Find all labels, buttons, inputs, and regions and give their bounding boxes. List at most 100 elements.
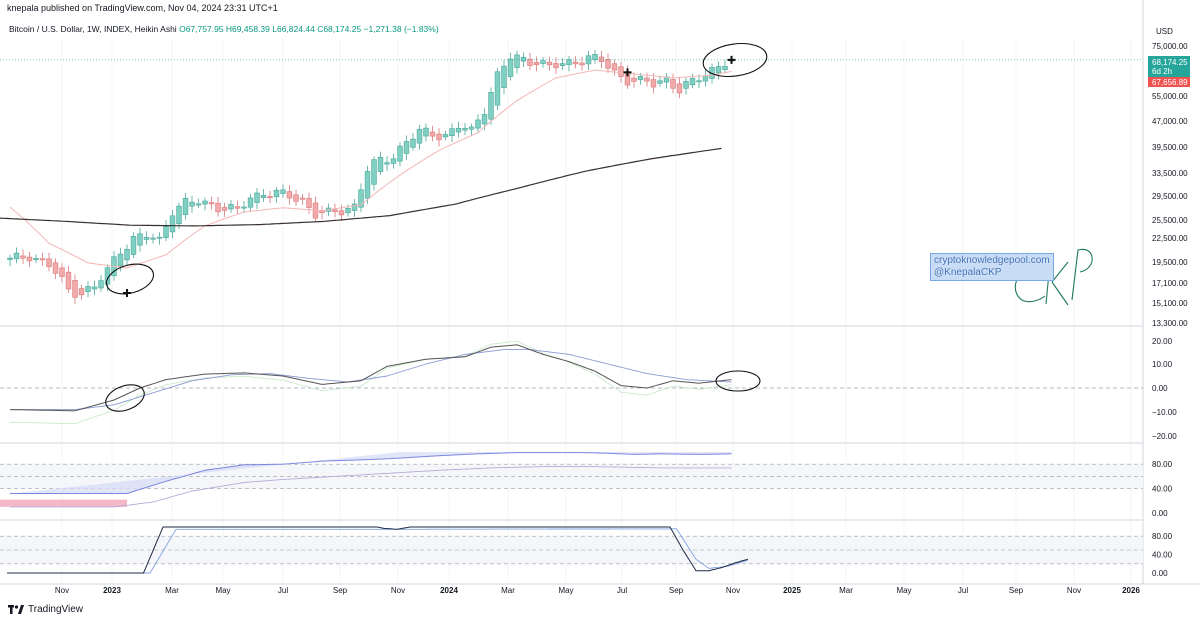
candle-body [91, 286, 98, 290]
rsi-pane[interactable]: 80.00 40.00 0.00 [0, 452, 1173, 518]
candle-body [267, 196, 273, 199]
candle [520, 52, 527, 67]
candle [254, 188, 260, 210]
candle-body [397, 145, 403, 162]
low-value: 66,824.44 [276, 24, 315, 34]
price-tick-label: 25,500.00 [1152, 216, 1188, 225]
candle [585, 51, 592, 71]
candle-body [566, 59, 572, 65]
stochastic-pane[interactable]: 80.00 40.00 0.00 [0, 526, 1173, 578]
candle [592, 50, 598, 64]
candle-body [572, 61, 579, 65]
time-tick-label: May [896, 586, 911, 595]
candle-body [332, 209, 338, 212]
candle [423, 123, 429, 142]
price-tick-label: 55,000.00 [1152, 92, 1188, 101]
rsi-oversold-fill [0, 499, 127, 507]
time-tick-label: May [558, 586, 573, 595]
candle-body [130, 235, 137, 255]
candle [169, 210, 176, 239]
candle-body [670, 79, 676, 89]
candle-body [364, 171, 371, 199]
candle [72, 274, 78, 304]
candle-body [189, 201, 195, 207]
price-tick-label: 13,300.00 [1152, 319, 1188, 328]
candle-body [696, 80, 702, 83]
candle [371, 156, 377, 191]
candle [299, 194, 306, 205]
candle-body [657, 80, 663, 84]
rsi-tick-label: 80.00 [1152, 460, 1173, 469]
candle-body [345, 208, 351, 214]
candle [676, 77, 683, 99]
time-tick-label: Sep [1009, 586, 1024, 595]
candle-body [501, 65, 507, 88]
candle [91, 280, 98, 296]
candle [533, 56, 540, 72]
candle [514, 50, 520, 74]
candle-body [137, 233, 143, 246]
time-tick-label: Nov [1067, 586, 1081, 595]
candle [475, 114, 481, 132]
candle [403, 135, 410, 160]
price-tick-label: 17,100.00 [1152, 279, 1188, 288]
price-tick-label: 29,500.00 [1152, 192, 1188, 201]
candle [566, 55, 572, 72]
candle-body [618, 66, 624, 77]
macd-tick-label: 0.00 [1152, 384, 1168, 393]
candle-body [104, 267, 111, 285]
symbol-legend: Bitcoin / U.S. Dollar, 1W, INDEX, Heikin… [9, 24, 439, 34]
last-price-value: 68,174.25 [1152, 58, 1188, 67]
candle-body [494, 71, 501, 106]
time-tick-label: May [215, 586, 230, 595]
candle-body [436, 133, 442, 141]
high-label: H [225, 24, 233, 34]
stoch-k-line [7, 526, 749, 574]
tradingview-branding[interactable]: TradingView [8, 604, 83, 615]
candle-body [637, 76, 644, 81]
candle-body [26, 256, 33, 262]
candle-body [598, 56, 605, 62]
candle [20, 249, 26, 265]
candle [390, 153, 397, 169]
candle [663, 73, 670, 89]
time-axis[interactable]: Nov 2023 Mar May Jul Sep Nov 2024 Mar May Jul Sep No… [55, 586, 1141, 595]
open-label: O [179, 24, 186, 34]
candle [137, 227, 143, 252]
publish-line: knepala published on TradingView.com, No… [7, 3, 278, 13]
tradingview-logo-icon [8, 605, 24, 614]
candle [436, 128, 442, 147]
macd-pane[interactable]: 20.00 10.00 0.00 −10.00 −20.00 [0, 337, 1177, 441]
candle [468, 123, 475, 136]
price-pane[interactable] [0, 50, 1143, 304]
candle [429, 125, 436, 142]
time-tick-label: 2026 [1122, 586, 1140, 595]
candle-body [650, 79, 657, 88]
candle [397, 142, 403, 167]
close-label: C [317, 24, 324, 34]
candle-body [540, 60, 546, 64]
macd-line [9, 344, 732, 412]
candle-body [98, 280, 104, 289]
candle-body [455, 127, 462, 133]
candle-body [644, 77, 650, 82]
candle [696, 74, 702, 88]
time-tick-label: Jul [617, 586, 627, 595]
price-tick-label: 33,500.00 [1152, 169, 1188, 178]
candle [559, 58, 566, 70]
candle-body [423, 127, 429, 137]
signal-line [10, 349, 732, 411]
candle [130, 232, 137, 258]
candle-body [52, 262, 59, 274]
price-tick-label: 22,500.00 [1152, 234, 1188, 243]
candle-body [546, 61, 553, 66]
candle [286, 185, 293, 205]
candle-body [72, 280, 78, 298]
time-tick-label: Mar [165, 586, 179, 595]
candle [611, 59, 618, 76]
price-axis[interactable]: USD 75,000.00 55,000.00 47,000.00 39,500.00 3… [1148, 27, 1190, 328]
candle-body [351, 203, 358, 211]
red-price-value: 67,656.89 [1152, 78, 1188, 87]
price-tick-label: 75,000.00 [1152, 42, 1188, 51]
candle [715, 61, 722, 80]
